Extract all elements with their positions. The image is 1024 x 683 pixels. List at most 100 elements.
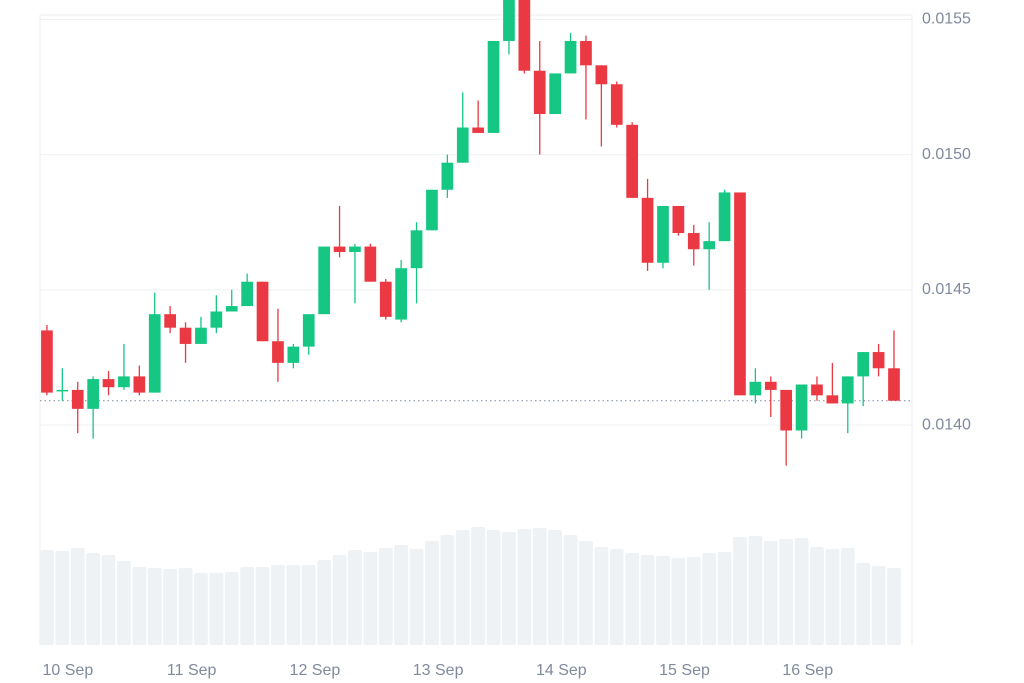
volume-bar — [840, 548, 855, 645]
candle-body — [857, 352, 870, 377]
volume-bar — [625, 553, 640, 645]
volume-bar — [178, 568, 193, 645]
volume-bar — [486, 530, 501, 645]
candle-body — [195, 327, 207, 344]
volume-bar — [532, 528, 547, 645]
candle-body — [672, 205, 685, 234]
candle-body — [811, 384, 823, 396]
volume-bar — [763, 541, 778, 645]
volume-bar — [301, 565, 316, 645]
candle-body — [872, 352, 885, 369]
volume-bar — [147, 568, 162, 645]
candle-body — [210, 311, 223, 328]
candle-body — [610, 84, 623, 125]
volume-bar — [471, 527, 486, 645]
candle-body — [256, 281, 269, 342]
volume-bar — [440, 535, 455, 645]
candle-body — [272, 341, 284, 363]
volume-bar — [117, 561, 131, 645]
volume-bar — [348, 550, 362, 645]
candle-body — [764, 381, 777, 390]
volume-bar — [163, 569, 178, 645]
volume-bar — [317, 560, 332, 645]
volume-bar — [887, 568, 901, 645]
candle-body — [718, 192, 731, 242]
y-tick-label: 0.0145 — [922, 281, 971, 298]
volume-bar — [363, 552, 378, 645]
volume-bar — [609, 549, 624, 645]
candle-body — [503, 0, 515, 41]
candle-body — [595, 65, 608, 85]
candle-body — [687, 233, 700, 250]
y-tick-label: 0.0150 — [922, 146, 971, 163]
candle-body — [179, 327, 192, 344]
volume-bar — [856, 563, 871, 645]
volume-bar — [517, 529, 532, 645]
volume-bar — [240, 567, 255, 645]
volume-bar — [671, 558, 686, 645]
candle-body — [71, 389, 84, 409]
candle-body — [302, 314, 315, 347]
candle-body — [426, 189, 438, 231]
candle-body — [841, 376, 854, 404]
volume-bar — [810, 547, 824, 645]
volume-bar — [378, 548, 393, 645]
volume-bar — [271, 565, 285, 645]
volume-bar — [502, 532, 516, 645]
candle-body — [487, 40, 500, 133]
volume-bar — [455, 530, 470, 645]
volume-bar — [563, 535, 578, 645]
volume-bar — [40, 550, 54, 645]
x-tick-label: 12 Sep — [290, 662, 341, 679]
candle-body — [148, 314, 161, 393]
volume-bar — [686, 557, 701, 645]
volume-bar — [733, 537, 747, 645]
volume-bar — [579, 541, 593, 645]
candle-body — [888, 368, 900, 401]
candle-body — [395, 268, 408, 320]
volume-bar — [409, 549, 424, 645]
candle-body — [241, 281, 253, 307]
x-tick-label: 14 Sep — [536, 662, 587, 679]
volume-bar — [86, 553, 101, 645]
candle-body — [472, 127, 485, 133]
candle-body — [456, 127, 469, 163]
x-tick-label: 13 Sep — [413, 662, 464, 679]
x-tick-label: 16 Sep — [782, 662, 833, 679]
volume-bar — [255, 567, 270, 645]
volume-bar — [132, 567, 147, 645]
candle-body — [580, 40, 592, 66]
candle-body — [287, 346, 300, 363]
x-tick-label: 15 Sep — [659, 662, 710, 679]
volume-bar — [194, 573, 208, 645]
volume-bar — [825, 549, 840, 645]
candle-body — [795, 384, 808, 431]
candle-body — [87, 379, 99, 409]
volume-bar — [101, 555, 116, 645]
volume-bar — [425, 541, 439, 645]
candle-body — [749, 381, 762, 396]
candle-body — [118, 376, 130, 388]
candle-body — [564, 40, 577, 74]
y-tick-label: 0.0155 — [922, 11, 971, 28]
candle-body — [441, 162, 454, 190]
candle-body — [657, 205, 669, 263]
candle-body — [364, 246, 377, 282]
candle-body — [318, 246, 330, 315]
volume-bar — [394, 545, 409, 645]
volume-bar — [717, 552, 732, 645]
candle-body — [379, 281, 392, 317]
candle-body — [410, 230, 423, 269]
volume-bar — [794, 538, 809, 645]
volume-bar — [332, 555, 347, 645]
candle-body — [56, 389, 69, 392]
candle-body — [333, 246, 346, 252]
candle-body — [780, 389, 793, 431]
candle-body — [133, 376, 146, 393]
candle-body — [225, 306, 238, 312]
volume-bar — [548, 530, 563, 645]
volume-bar — [748, 536, 763, 645]
candle-body — [703, 241, 716, 250]
volume-bar — [871, 566, 886, 645]
